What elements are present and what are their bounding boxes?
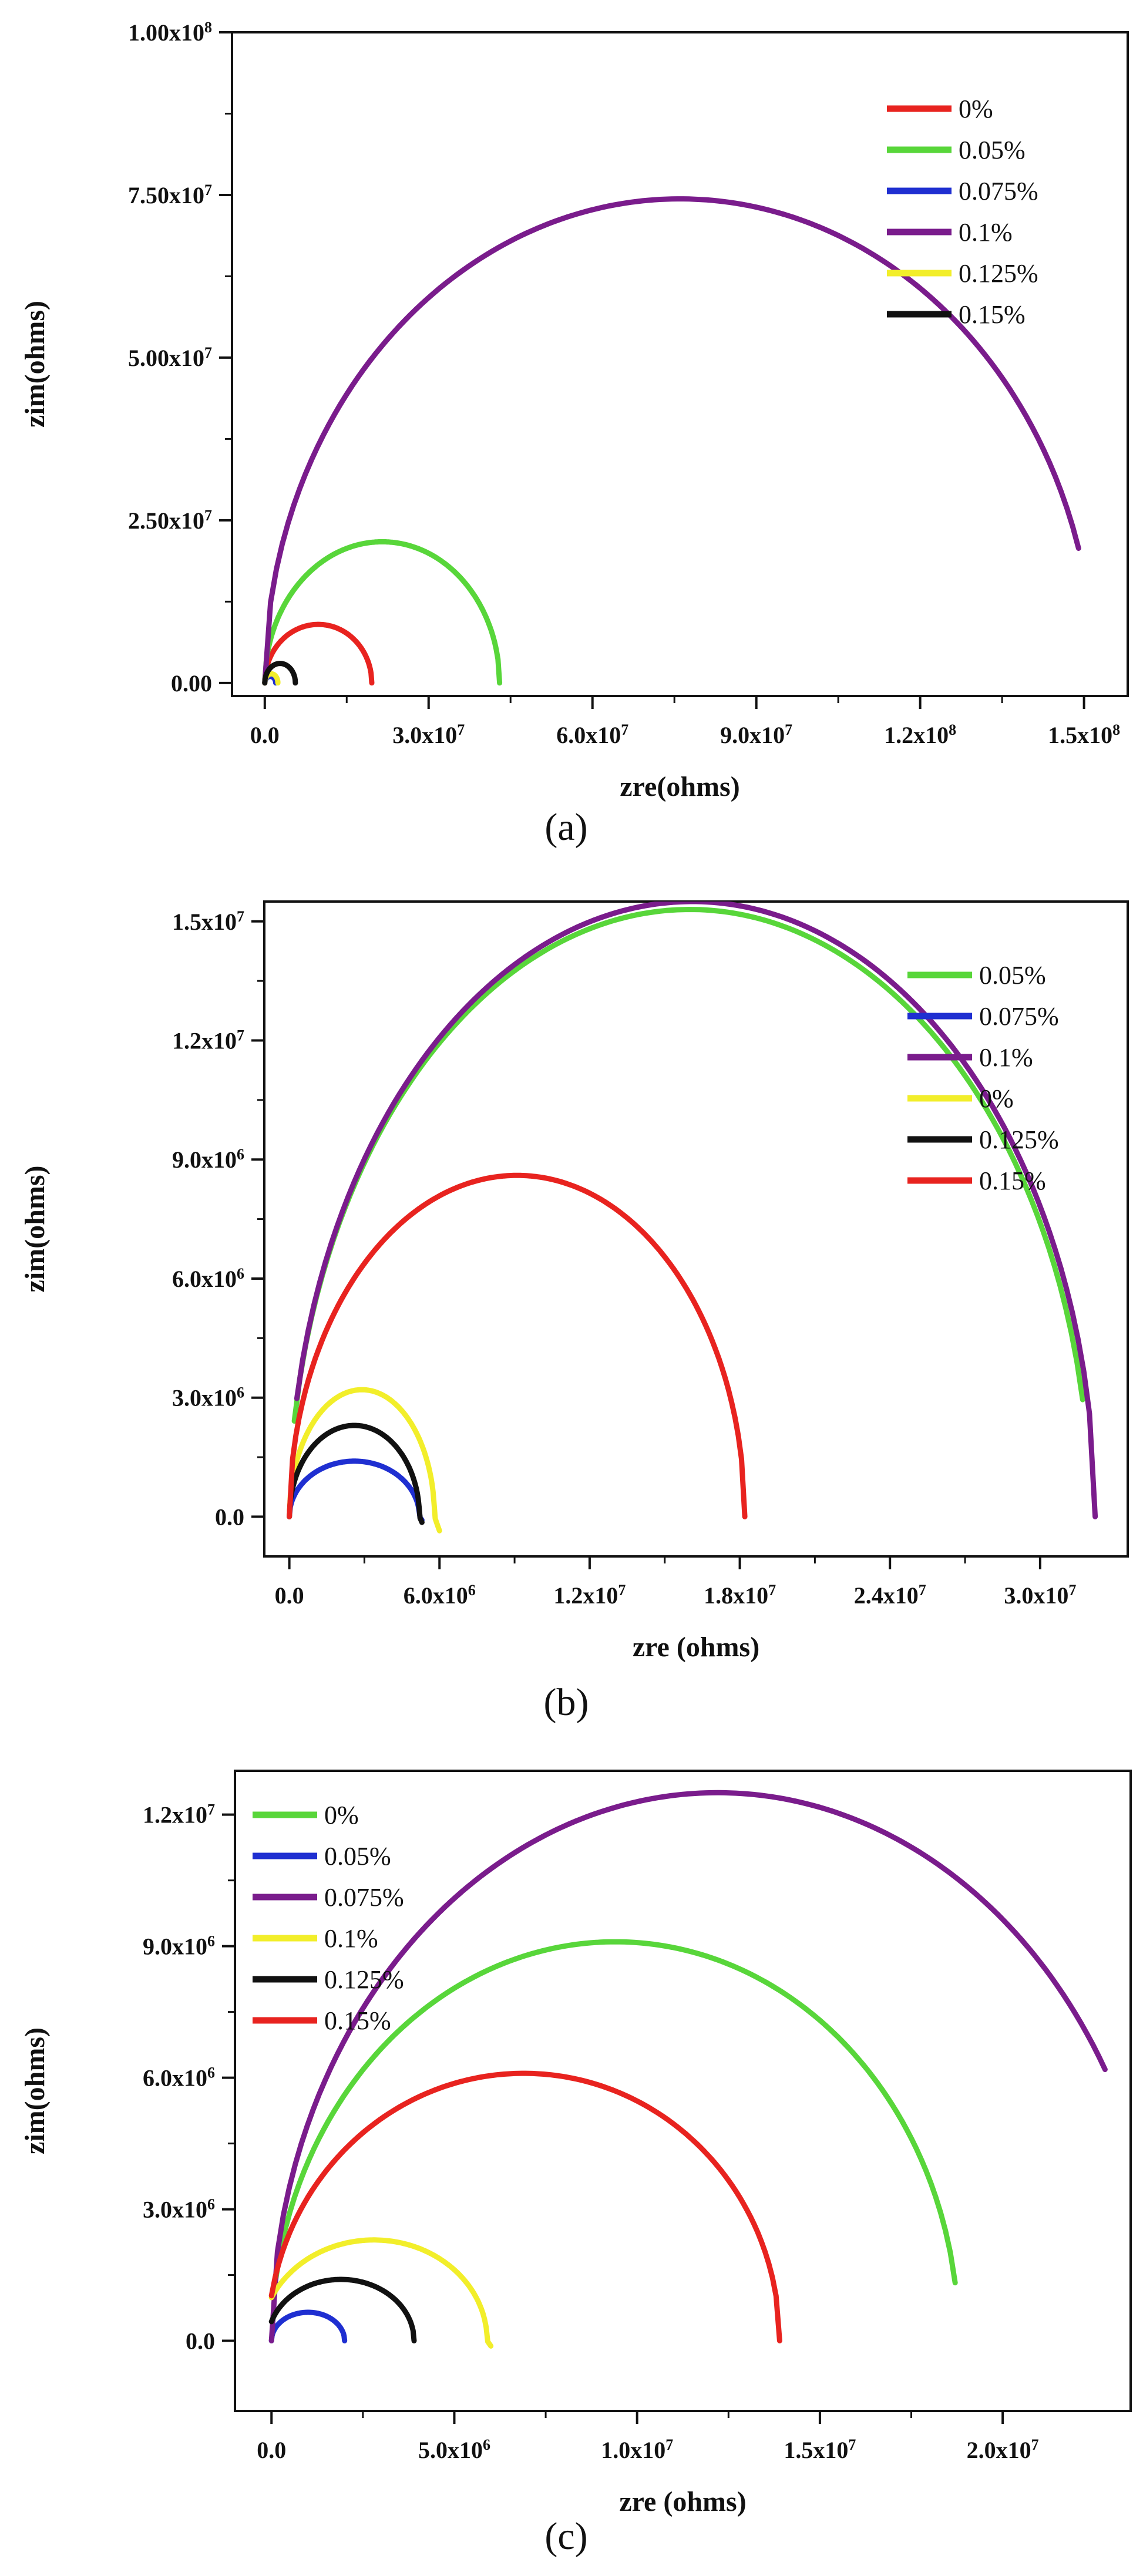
series-group	[287, 902, 1098, 1534]
x-axis-title: zre (ohms)	[619, 2486, 746, 2517]
y-tick-label: 7.50x107	[128, 181, 212, 208]
y-tick-label: 0.0	[215, 1504, 244, 1530]
chart-panel-c: 0.0 5.0x106 1.0x107 1.5x107 2.0x107 0.0 3.0x10…	[19, 1770, 1132, 2558]
x-tick-label: 1.8x107	[704, 1582, 776, 1609]
x-tick-label: 0.0	[250, 722, 280, 748]
y-axis-title: zim(ohms)	[19, 1166, 51, 1293]
series-line-c-1	[268, 2309, 348, 2343]
x-tick-label: 6.0x106	[404, 1582, 476, 1609]
y-tick-label: 6.0x106	[172, 1265, 244, 1292]
legend-label: 0.05%	[324, 1842, 391, 1871]
legend-label: 0.15%	[959, 300, 1026, 329]
x-tick-label: 1.5x107	[784, 2436, 856, 2464]
series-line-c-4	[268, 2276, 417, 2343]
x-tick-label: 5.0x106	[418, 2436, 490, 2464]
y-tick-label: 1.00x108	[128, 19, 212, 46]
x-axis-title: zre(ohms)	[620, 771, 739, 802]
panel-caption: (c)	[544, 2515, 587, 2558]
series-group	[268, 1790, 1108, 2349]
y-tick-label: 9.0x106	[143, 1932, 215, 1960]
legend-label: 0.1%	[324, 1924, 378, 1953]
legend-label: 0.1%	[959, 218, 1013, 247]
y-tick-label: 6.0x106	[143, 2064, 215, 2091]
series-line-b-5	[287, 1172, 748, 1519]
x-tick-label: 1.0x107	[601, 2436, 673, 2464]
legend-label: 0.075%	[959, 177, 1038, 206]
panel-caption: (b)	[544, 1681, 589, 1724]
y-tick-label: 1.2x107	[172, 1027, 244, 1054]
x-tick-label: 3.0x107	[1004, 1582, 1076, 1609]
series-line-a-5	[262, 661, 298, 686]
y-tick-label: 0.0	[186, 2328, 215, 2355]
legend-label: 0.05%	[959, 136, 1026, 164]
legend-label: 0%	[959, 95, 993, 123]
legend-label: 0%	[979, 1084, 1014, 1113]
series-line-b-3	[287, 1387, 442, 1534]
y-tick-label: 0.00	[171, 670, 212, 697]
y-tick-label: 3.0x106	[143, 2195, 215, 2223]
series-line-a-1	[262, 539, 503, 686]
legend-label: 0.15%	[324, 2006, 391, 2035]
series-line-b-4	[287, 1422, 425, 1525]
legend-label: 0%	[324, 1801, 359, 1830]
y-tick-label: 9.0x106	[172, 1146, 244, 1173]
x-tick-label: 2.0x107	[967, 2436, 1039, 2464]
x-tick-label: 6.0x107	[556, 721, 628, 749]
x-axis-title: zre (ohms)	[633, 1632, 759, 1663]
x-tick-label: 2.4x107	[854, 1582, 926, 1609]
plot-frame	[231, 31, 1129, 697]
chart-panel-b: 0.0 6.0x106 1.2x107 1.8x107 2.4x107 3.0x107 0.…	[19, 900, 1129, 1724]
series-line-c-0	[273, 1939, 958, 2286]
y-axis-title: zim(ohms)	[19, 301, 51, 428]
y-tick-label: 3.0x106	[172, 1384, 244, 1411]
series-group	[262, 196, 1081, 686]
legend-label: 0.075%	[979, 1002, 1059, 1031]
series-line-c-2	[268, 1790, 1108, 2343]
series-line-a-0	[262, 621, 375, 686]
y-tick-label: 2.50x107	[128, 506, 212, 534]
legend-label: 0.05%	[979, 961, 1046, 990]
chart-panel-a: 0.0 3.0x107 6.0x107 9.0x107 1.2x108 1.5x108 0.…	[19, 19, 1129, 849]
panel-caption: (a)	[544, 806, 587, 849]
legend-label: 0.125%	[979, 1125, 1059, 1154]
series-line-a-3	[262, 196, 1081, 686]
x-tick-label: 1.2x107	[553, 1582, 626, 1609]
legend-label: 0.1%	[979, 1043, 1033, 1072]
series-line-c-3	[268, 2237, 494, 2349]
y-axis-title: zim(ohms)	[19, 2027, 51, 2154]
x-tick-label: 3.0x107	[392, 721, 465, 749]
legend-label: 0.125%	[959, 259, 1038, 288]
legend-label: 0.15%	[979, 1166, 1046, 1195]
legend-label: 0.125%	[324, 1965, 404, 1994]
series-line-b-0	[291, 907, 1085, 1424]
legend-label: 0.075%	[324, 1883, 404, 1912]
x-tick-label: 0.0	[275, 1582, 304, 1609]
x-tick-label: 1.2x108	[884, 721, 956, 749]
series-line-c-5	[268, 2070, 782, 2343]
x-tick-label: 0.0	[257, 2437, 286, 2463]
plot-frame	[234, 1770, 1132, 2412]
y-tick-label: 1.2x107	[143, 1801, 215, 1828]
x-tick-label: 9.0x107	[720, 721, 792, 749]
y-tick-label: 5.00x107	[128, 344, 212, 371]
series-line-b-1	[287, 1458, 425, 1523]
x-tick-label: 1.5x108	[1048, 721, 1120, 749]
y-tick-label: 1.5x107	[172, 907, 244, 935]
